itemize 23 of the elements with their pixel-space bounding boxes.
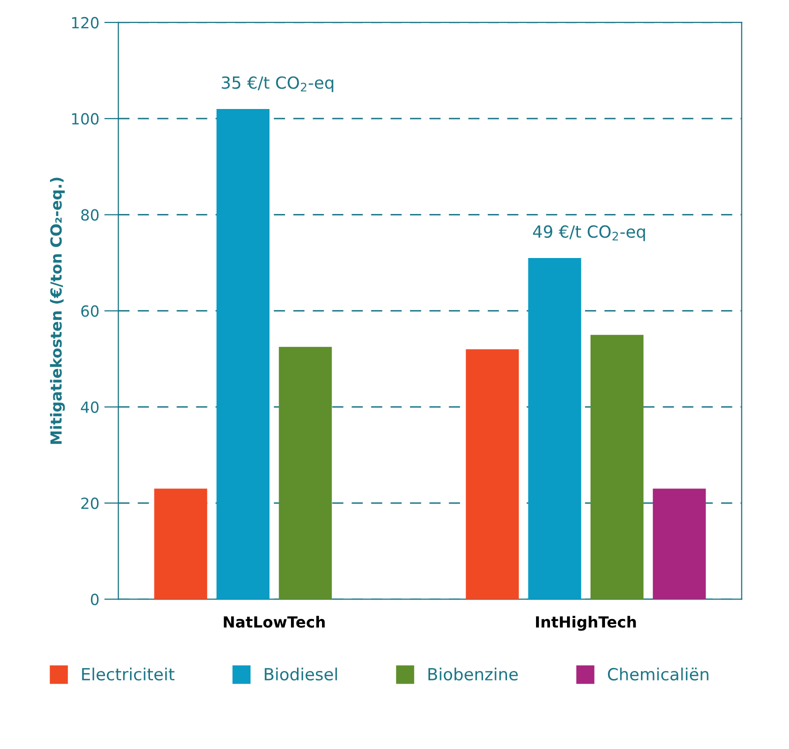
annotation: 35 €/t CO$_{2}$-eq [222, 76, 334, 92]
bar [528, 258, 582, 600]
legend-label: Chemicaliën [608, 668, 708, 681]
bar [652, 488, 706, 600]
y-axis-title: Mitigatiekosten (€/ton CO₂-eq.) [50, 178, 65, 444]
y-tick-label: 20 [81, 498, 99, 510]
y-tick-label: 0 [90, 594, 99, 606]
legend-label: Electriciteit [82, 668, 174, 681]
legend-label: Biobenzine [428, 668, 518, 681]
y-tick-label: 100 [72, 113, 99, 125]
bar [590, 334, 644, 600]
y-tick-label: 80 [81, 209, 99, 221]
bar [216, 108, 270, 600]
bar [278, 346, 332, 600]
y-tick-label: 120 [72, 16, 99, 28]
bar [466, 349, 519, 600]
x-tick-label: NatLowTech [224, 616, 325, 628]
y-tick-label: 60 [81, 305, 99, 317]
legend-label: Biodiesel [264, 668, 337, 681]
y-tick-label: 40 [80, 401, 99, 413]
bar [154, 488, 208, 600]
x-tick-label: IntHighTech [536, 616, 636, 631]
annotation: 49 €/t CO$_{2}$-eq [533, 225, 645, 242]
